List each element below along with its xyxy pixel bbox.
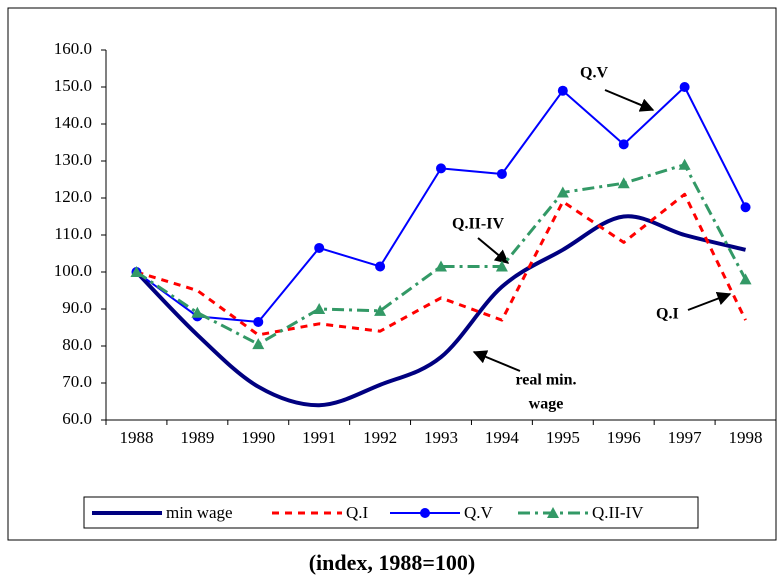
x-tick-label: 1996	[607, 428, 641, 447]
x-tick-label: 1994	[485, 428, 520, 447]
point	[436, 163, 446, 174]
legend-box	[83, 496, 699, 529]
legend-label: Q.V	[464, 503, 494, 522]
x-tick-label: 1990	[241, 428, 275, 447]
legend-label: Q.II-IV	[592, 503, 644, 522]
annotation: Q.V	[580, 65, 608, 82]
point	[740, 202, 751, 213]
y-tick-label: 70.0	[62, 372, 92, 391]
point	[618, 139, 629, 150]
y-tick-label: 120.0	[54, 187, 92, 206]
x-tick-label: 1997	[668, 428, 703, 447]
caption: (index, 1988=100)	[309, 550, 476, 575]
y-tick-label: 160.0	[54, 39, 92, 58]
point	[435, 260, 447, 272]
point	[314, 242, 325, 253]
x-tick-label: 1989	[180, 428, 214, 447]
annotation: real min.	[515, 372, 576, 389]
y-tick-label: 90.0	[62, 298, 92, 317]
arrow	[472, 350, 521, 372]
x-tick-label: 1988	[119, 428, 153, 447]
point	[739, 273, 752, 285]
arrow	[687, 291, 732, 311]
legend-marker	[420, 508, 430, 518]
series-line	[136, 192, 747, 337]
series-line	[135, 163, 747, 346]
point	[253, 316, 264, 327]
x-tick-label: 1992	[363, 428, 397, 447]
point	[375, 261, 386, 272]
point	[191, 306, 204, 318]
x-tick-label: 1993	[424, 428, 458, 447]
point	[313, 303, 326, 314]
point	[374, 304, 387, 316]
series-line	[135, 214, 747, 408]
y-tick-label: 130.0	[54, 150, 92, 169]
x-tick-label: 1998	[729, 428, 763, 447]
y-tick-label: 140.0	[54, 113, 92, 132]
point	[557, 85, 568, 96]
point	[679, 82, 690, 92]
y-tick-label: 110.0	[54, 224, 92, 243]
y-tick-label: 150.0	[54, 76, 92, 95]
series-line	[135, 86, 747, 323]
annotation: Q.I	[656, 306, 679, 323]
arrow	[477, 237, 510, 264]
point	[678, 158, 691, 170]
annotation: Q.II-IV	[452, 216, 504, 233]
chart-border	[7, 7, 777, 541]
legend-marker	[547, 507, 559, 518]
y-tick-label: 80.0	[62, 335, 92, 354]
legend-label: min wage	[166, 503, 233, 522]
annotation: wage	[529, 396, 564, 413]
point	[617, 177, 630, 189]
point	[495, 260, 508, 272]
arrow	[604, 89, 655, 112]
y-tick-label: 60.0	[62, 409, 92, 428]
point	[252, 338, 265, 350]
x-tick-label: 1995	[546, 428, 580, 447]
y-tick-label: 100.0	[54, 261, 92, 280]
point	[496, 168, 507, 179]
point	[130, 266, 143, 277]
legend-label: Q.I	[346, 503, 369, 522]
point	[556, 186, 569, 198]
x-tick-label: 1991	[302, 428, 336, 447]
